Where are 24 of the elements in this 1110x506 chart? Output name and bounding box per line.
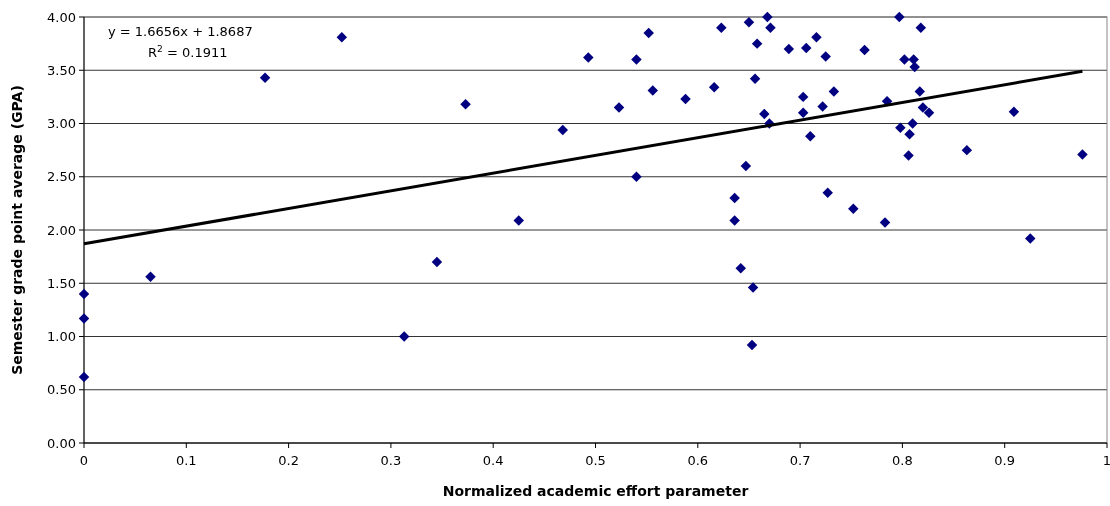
y-tick-label: 0.00 <box>47 435 76 451</box>
x-tick-label: 0.9 <box>994 453 1016 468</box>
y-tick-label: 0.50 <box>47 382 76 398</box>
x-tick-label: 0.4 <box>482 453 504 468</box>
x-tick-label: 0.3 <box>380 453 402 468</box>
x-tick-label: 0.7 <box>789 453 811 468</box>
x-tick-label: 0.8 <box>892 453 913 468</box>
y-tick-label: 3.50 <box>47 62 76 78</box>
y-tick-label: 1.50 <box>47 275 76 291</box>
x-tick-label: 0 <box>79 453 89 468</box>
x-tick-label: 0.2 <box>278 453 299 468</box>
x-tick-label: 0.5 <box>585 453 606 468</box>
y-axis-title: Semester grade point average (GPA) <box>9 85 25 375</box>
x-tick-label: 0.1 <box>175 453 197 468</box>
x-tick-label: 1 <box>1102 453 1110 468</box>
y-tick-label: 1.00 <box>47 329 76 345</box>
x-tick-label: 0.6 <box>687 453 709 468</box>
y-tick-label: 4.00 <box>47 9 76 25</box>
x-axis-title: Normalized academic effort parameter <box>442 483 749 499</box>
y-tick-label: 2.00 <box>47 222 76 238</box>
y-tick-label: 2.50 <box>47 169 76 185</box>
annotation: R$^{2}$ = 0.1911 <box>148 44 228 60</box>
annotation: y = 1.6656x + 1.8687 <box>108 24 253 39</box>
y-tick-label: 3.00 <box>47 116 76 132</box>
